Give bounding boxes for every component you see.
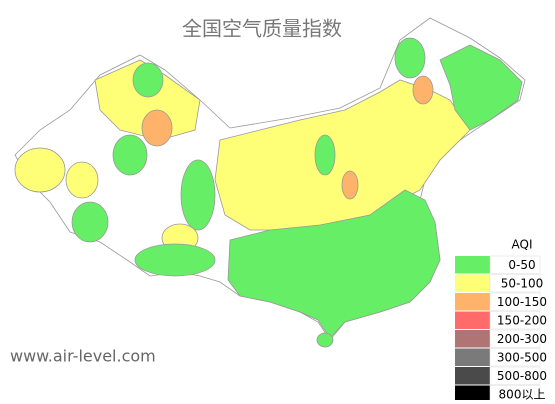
region-moderate-high	[141, 109, 173, 147]
legend-cell	[489, 292, 541, 311]
legend-label: 150-200	[497, 313, 547, 327]
legend-swatch	[455, 367, 490, 385]
region-moderate	[214, 79, 471, 231]
map-title: 全国空气质量指数	[182, 17, 342, 41]
legend-title: AQI	[512, 238, 533, 252]
legend-cell	[489, 329, 541, 348]
island	[316, 332, 334, 348]
region-good	[394, 37, 426, 79]
region-good	[112, 134, 148, 176]
region-moderate-high	[412, 75, 434, 105]
legend-label: 50-100	[501, 276, 544, 290]
region-good	[314, 134, 336, 176]
region-good	[132, 62, 164, 98]
region-good	[134, 243, 216, 277]
legend-swatch	[455, 256, 490, 274]
region-moderate-high	[341, 170, 359, 200]
legend-swatch	[455, 274, 490, 292]
region-moderate	[65, 161, 99, 199]
legend-label: 500-800	[497, 369, 547, 383]
legend-cell	[489, 366, 541, 385]
region-good	[71, 201, 109, 243]
legend-cell	[489, 311, 541, 330]
legend-label: 200-300	[497, 332, 547, 346]
china-map	[14, 17, 526, 348]
legend-label: 300-500	[497, 350, 547, 364]
legend-swatch	[455, 348, 490, 366]
legend-swatch	[455, 330, 490, 348]
region-good-south	[227, 189, 441, 339]
legend-cell	[489, 255, 541, 274]
legend-cell	[489, 274, 541, 293]
region-moderate	[14, 147, 66, 193]
legend-label: 100-150	[497, 295, 547, 309]
legend-swatch	[455, 293, 490, 311]
legend: AQI 0-50 50-100 100-150 150-200 200-300 300-5…	[455, 238, 547, 404]
region-good	[180, 159, 216, 231]
legend-cell	[489, 348, 541, 367]
watermark: www.air-level.com	[10, 347, 156, 366]
legend-label: 0-50	[508, 258, 535, 272]
legend-swatch	[455, 385, 490, 403]
legend-swatch	[455, 311, 490, 329]
region-good-northeast	[439, 44, 523, 131]
legend-label: 800以上	[499, 387, 546, 400]
